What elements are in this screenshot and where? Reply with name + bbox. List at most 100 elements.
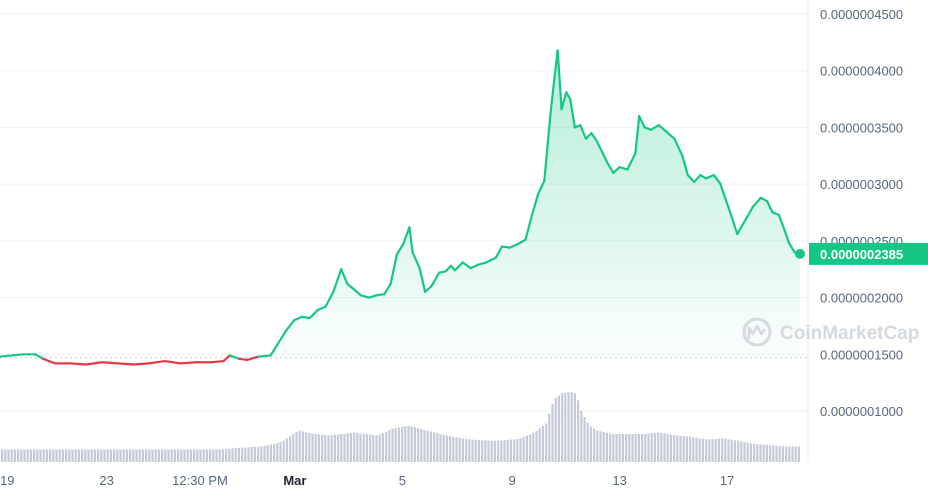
volume-bar <box>445 435 448 462</box>
volume-bar <box>420 428 423 462</box>
price-line-segment <box>293 315 304 322</box>
price-line-segment <box>500 245 511 249</box>
price-line-segment <box>402 226 411 246</box>
price-line-segment <box>375 293 386 297</box>
volume-bar <box>317 434 320 462</box>
price-line-segment <box>686 173 696 183</box>
volume-bar <box>273 444 276 462</box>
volume-bar <box>295 432 298 462</box>
price-line-segment <box>453 261 464 272</box>
price-line-segment <box>556 49 563 111</box>
volume-bar <box>353 432 356 462</box>
volume-bar <box>135 449 138 462</box>
volume-bar <box>519 438 522 462</box>
volume-bar <box>500 440 503 462</box>
current-price-label: 0.0000002385 <box>820 247 903 262</box>
price-line-segment <box>765 200 774 214</box>
volume-bar <box>391 428 394 462</box>
volume-bar <box>657 432 660 462</box>
volume-bar <box>52 449 55 462</box>
volume-bar <box>61 449 64 462</box>
volume-bar <box>641 434 644 462</box>
x-tick-label: 17 <box>720 473 734 488</box>
volume-bar <box>196 449 199 462</box>
volume-bar <box>231 448 234 462</box>
volume-bar <box>561 393 564 462</box>
volume-bar <box>257 446 260 462</box>
volume-bar <box>522 436 525 462</box>
volume-bar <box>788 446 791 462</box>
volume-bar <box>122 449 125 462</box>
price-line-segment <box>238 357 249 362</box>
volume-bar <box>596 430 599 462</box>
price-line-segment <box>383 282 392 296</box>
volume-bar <box>727 439 730 462</box>
volume-bar <box>375 435 378 462</box>
price-line-segment <box>759 196 769 203</box>
volume-bar <box>97 449 100 462</box>
volume-bar <box>90 449 93 462</box>
volume-bar <box>557 395 560 462</box>
volume-bar <box>343 433 346 462</box>
volume-bar <box>324 434 327 462</box>
price-line-segment <box>395 243 405 256</box>
volume-bar <box>545 423 548 462</box>
volume-bar <box>39 449 42 462</box>
price-line-segment <box>606 162 615 174</box>
volume-bar <box>762 444 765 462</box>
volume-bar <box>426 430 429 462</box>
volume-bar <box>781 446 784 462</box>
volume-bar <box>644 433 647 462</box>
volume-bar <box>407 425 410 462</box>
volume-bar <box>413 427 416 462</box>
price-line-segment <box>316 305 327 312</box>
price-line-segment <box>594 138 604 154</box>
volume-bar <box>481 440 484 462</box>
volume-bar <box>397 427 400 462</box>
x-tick-label: Mar <box>283 473 306 488</box>
volume-bar <box>695 437 698 462</box>
y-tick-label: 0.0000003000 <box>820 177 903 192</box>
price-line-segment <box>285 319 296 332</box>
price-line-segment <box>418 266 427 293</box>
volume-bar <box>29 449 32 462</box>
volume-bar <box>653 433 656 462</box>
volume-bar <box>71 449 74 462</box>
volume-bar <box>634 434 637 462</box>
price-line-segment <box>743 205 755 222</box>
price-line-segment <box>783 228 791 245</box>
price-line-segment <box>601 151 609 165</box>
volume-bar <box>241 447 244 462</box>
price-line-segment <box>359 294 370 299</box>
coinmarketcap-watermark: CoinMarketCap <box>742 317 919 347</box>
volume-bar <box>33 449 36 462</box>
price-line-segment <box>351 287 362 297</box>
volume-bar <box>301 431 304 462</box>
price-line-segment <box>469 263 480 270</box>
volume-bar <box>423 429 426 462</box>
price-line-segment <box>324 290 335 308</box>
volume-bar <box>202 449 205 462</box>
price-line-segment <box>147 359 166 365</box>
price-line-segment <box>367 294 378 299</box>
price-line-segment <box>618 166 629 171</box>
volume-bar <box>621 434 624 462</box>
volume-bar <box>385 431 388 462</box>
volume-bar <box>532 433 535 462</box>
price-line-segment <box>725 200 733 216</box>
volume-bar <box>55 449 58 462</box>
price-line-segment <box>269 341 280 357</box>
price-line-segment <box>430 271 441 288</box>
x-tick-label: 9 <box>509 473 516 488</box>
volume-bar <box>570 392 573 462</box>
price-line-segment <box>411 251 421 270</box>
volume-bar <box>516 439 519 462</box>
price-line-segment <box>771 211 780 216</box>
volume-bar <box>337 434 340 462</box>
volume-bar <box>465 438 468 462</box>
volume-bar <box>583 416 586 462</box>
y-tick-label: 0.0000001500 <box>820 347 903 362</box>
price-line-segment <box>461 261 472 270</box>
volume-bar <box>631 434 634 462</box>
